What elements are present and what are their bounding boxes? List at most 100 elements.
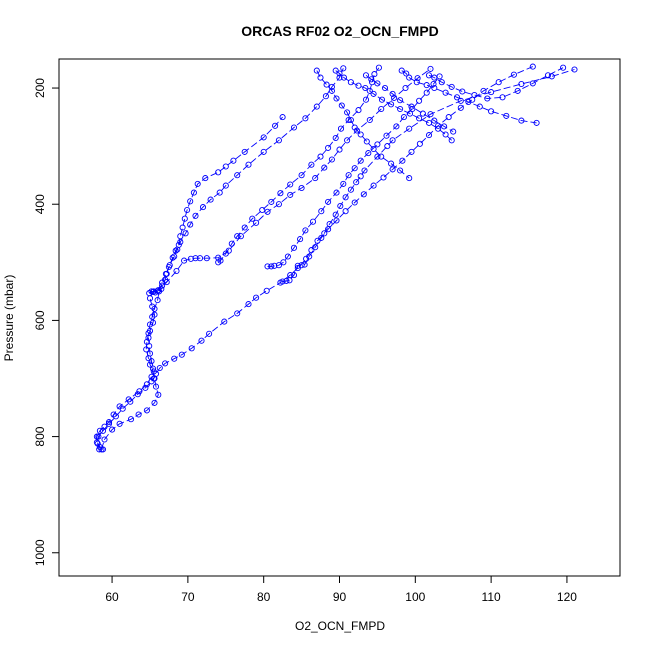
data-point xyxy=(347,186,354,193)
data-point xyxy=(279,114,286,121)
series-9 xyxy=(313,67,413,182)
data-point xyxy=(143,407,150,414)
data-point xyxy=(370,90,377,97)
data-point xyxy=(514,87,521,94)
series-7 xyxy=(279,63,536,285)
data-point xyxy=(383,132,390,139)
data-point xyxy=(366,116,373,124)
data-point xyxy=(332,134,339,142)
data-point xyxy=(488,108,495,115)
series-line xyxy=(335,70,453,141)
data-point xyxy=(179,224,186,231)
data-point xyxy=(290,244,298,251)
data-point xyxy=(312,175,319,182)
data-point xyxy=(259,206,266,214)
data-point xyxy=(389,166,396,173)
data-point xyxy=(253,294,260,301)
data-point xyxy=(202,175,209,182)
data-point xyxy=(484,95,491,102)
data-point xyxy=(471,91,478,99)
data-point xyxy=(105,420,113,427)
data-point xyxy=(150,288,157,295)
data-point xyxy=(155,391,162,398)
data-point xyxy=(279,278,286,285)
data-point xyxy=(357,157,364,164)
data-point xyxy=(332,67,339,74)
data-point xyxy=(427,111,434,118)
data-point xyxy=(328,87,335,94)
data-point xyxy=(448,83,455,90)
data-point xyxy=(442,131,449,138)
series-line xyxy=(101,68,344,450)
data-point xyxy=(413,79,420,86)
data-point xyxy=(340,65,347,72)
data-point xyxy=(431,84,438,92)
data-point xyxy=(143,346,150,353)
data-point xyxy=(93,433,100,440)
data-point xyxy=(215,169,222,176)
data-point xyxy=(431,117,438,124)
data-point xyxy=(230,157,237,164)
data-point xyxy=(206,330,213,337)
data-point xyxy=(317,153,324,160)
data-point xyxy=(253,219,260,226)
data-point xyxy=(336,70,343,77)
data-point xyxy=(416,140,423,147)
data-point xyxy=(445,114,452,121)
data-point xyxy=(101,423,108,430)
data-point xyxy=(302,227,309,234)
data-point xyxy=(177,238,184,246)
data-point xyxy=(308,161,315,168)
data-point xyxy=(264,263,271,270)
data-point xyxy=(116,420,123,427)
data-point xyxy=(207,196,214,203)
data-point xyxy=(397,167,404,174)
data-point xyxy=(398,67,405,74)
data-point xyxy=(529,63,536,70)
data-point xyxy=(275,201,282,208)
data-point xyxy=(268,198,275,205)
data-point xyxy=(187,198,194,205)
data-point xyxy=(430,80,437,88)
data-point xyxy=(342,194,349,201)
data-point xyxy=(389,90,396,97)
data-point xyxy=(368,76,375,83)
data-point xyxy=(425,72,433,79)
y-tick-label: 1000 xyxy=(33,539,47,566)
data-point xyxy=(351,124,358,131)
data-point xyxy=(325,198,332,205)
data-point xyxy=(362,96,370,103)
data-point xyxy=(345,172,352,179)
data-point xyxy=(182,230,189,237)
data-point xyxy=(151,375,158,382)
data-point xyxy=(370,182,377,189)
data-point xyxy=(325,226,332,233)
data-point xyxy=(457,97,464,104)
data-point xyxy=(338,102,345,109)
data-point xyxy=(397,105,404,113)
data-point xyxy=(268,263,275,270)
data-point xyxy=(347,116,354,124)
data-point xyxy=(148,373,155,380)
y-axis-label: Pressure (mbar) xyxy=(2,275,16,362)
data-point xyxy=(96,443,103,451)
series-group xyxy=(93,63,578,453)
data-point xyxy=(264,208,271,215)
data-point xyxy=(198,337,205,344)
data-point xyxy=(336,146,343,153)
data-point xyxy=(397,97,404,104)
data-point xyxy=(271,262,278,269)
data-point xyxy=(381,84,389,92)
data-point xyxy=(476,103,483,110)
data-point xyxy=(357,131,364,138)
data-point xyxy=(309,218,317,225)
data-point xyxy=(188,345,195,352)
x-tick-label: 90 xyxy=(333,590,347,604)
data-point xyxy=(222,250,229,257)
data-point xyxy=(442,89,449,96)
data-point xyxy=(110,411,117,418)
data-point xyxy=(406,110,414,117)
data-point xyxy=(184,206,191,214)
data-point xyxy=(438,79,445,86)
data-point xyxy=(375,64,382,71)
